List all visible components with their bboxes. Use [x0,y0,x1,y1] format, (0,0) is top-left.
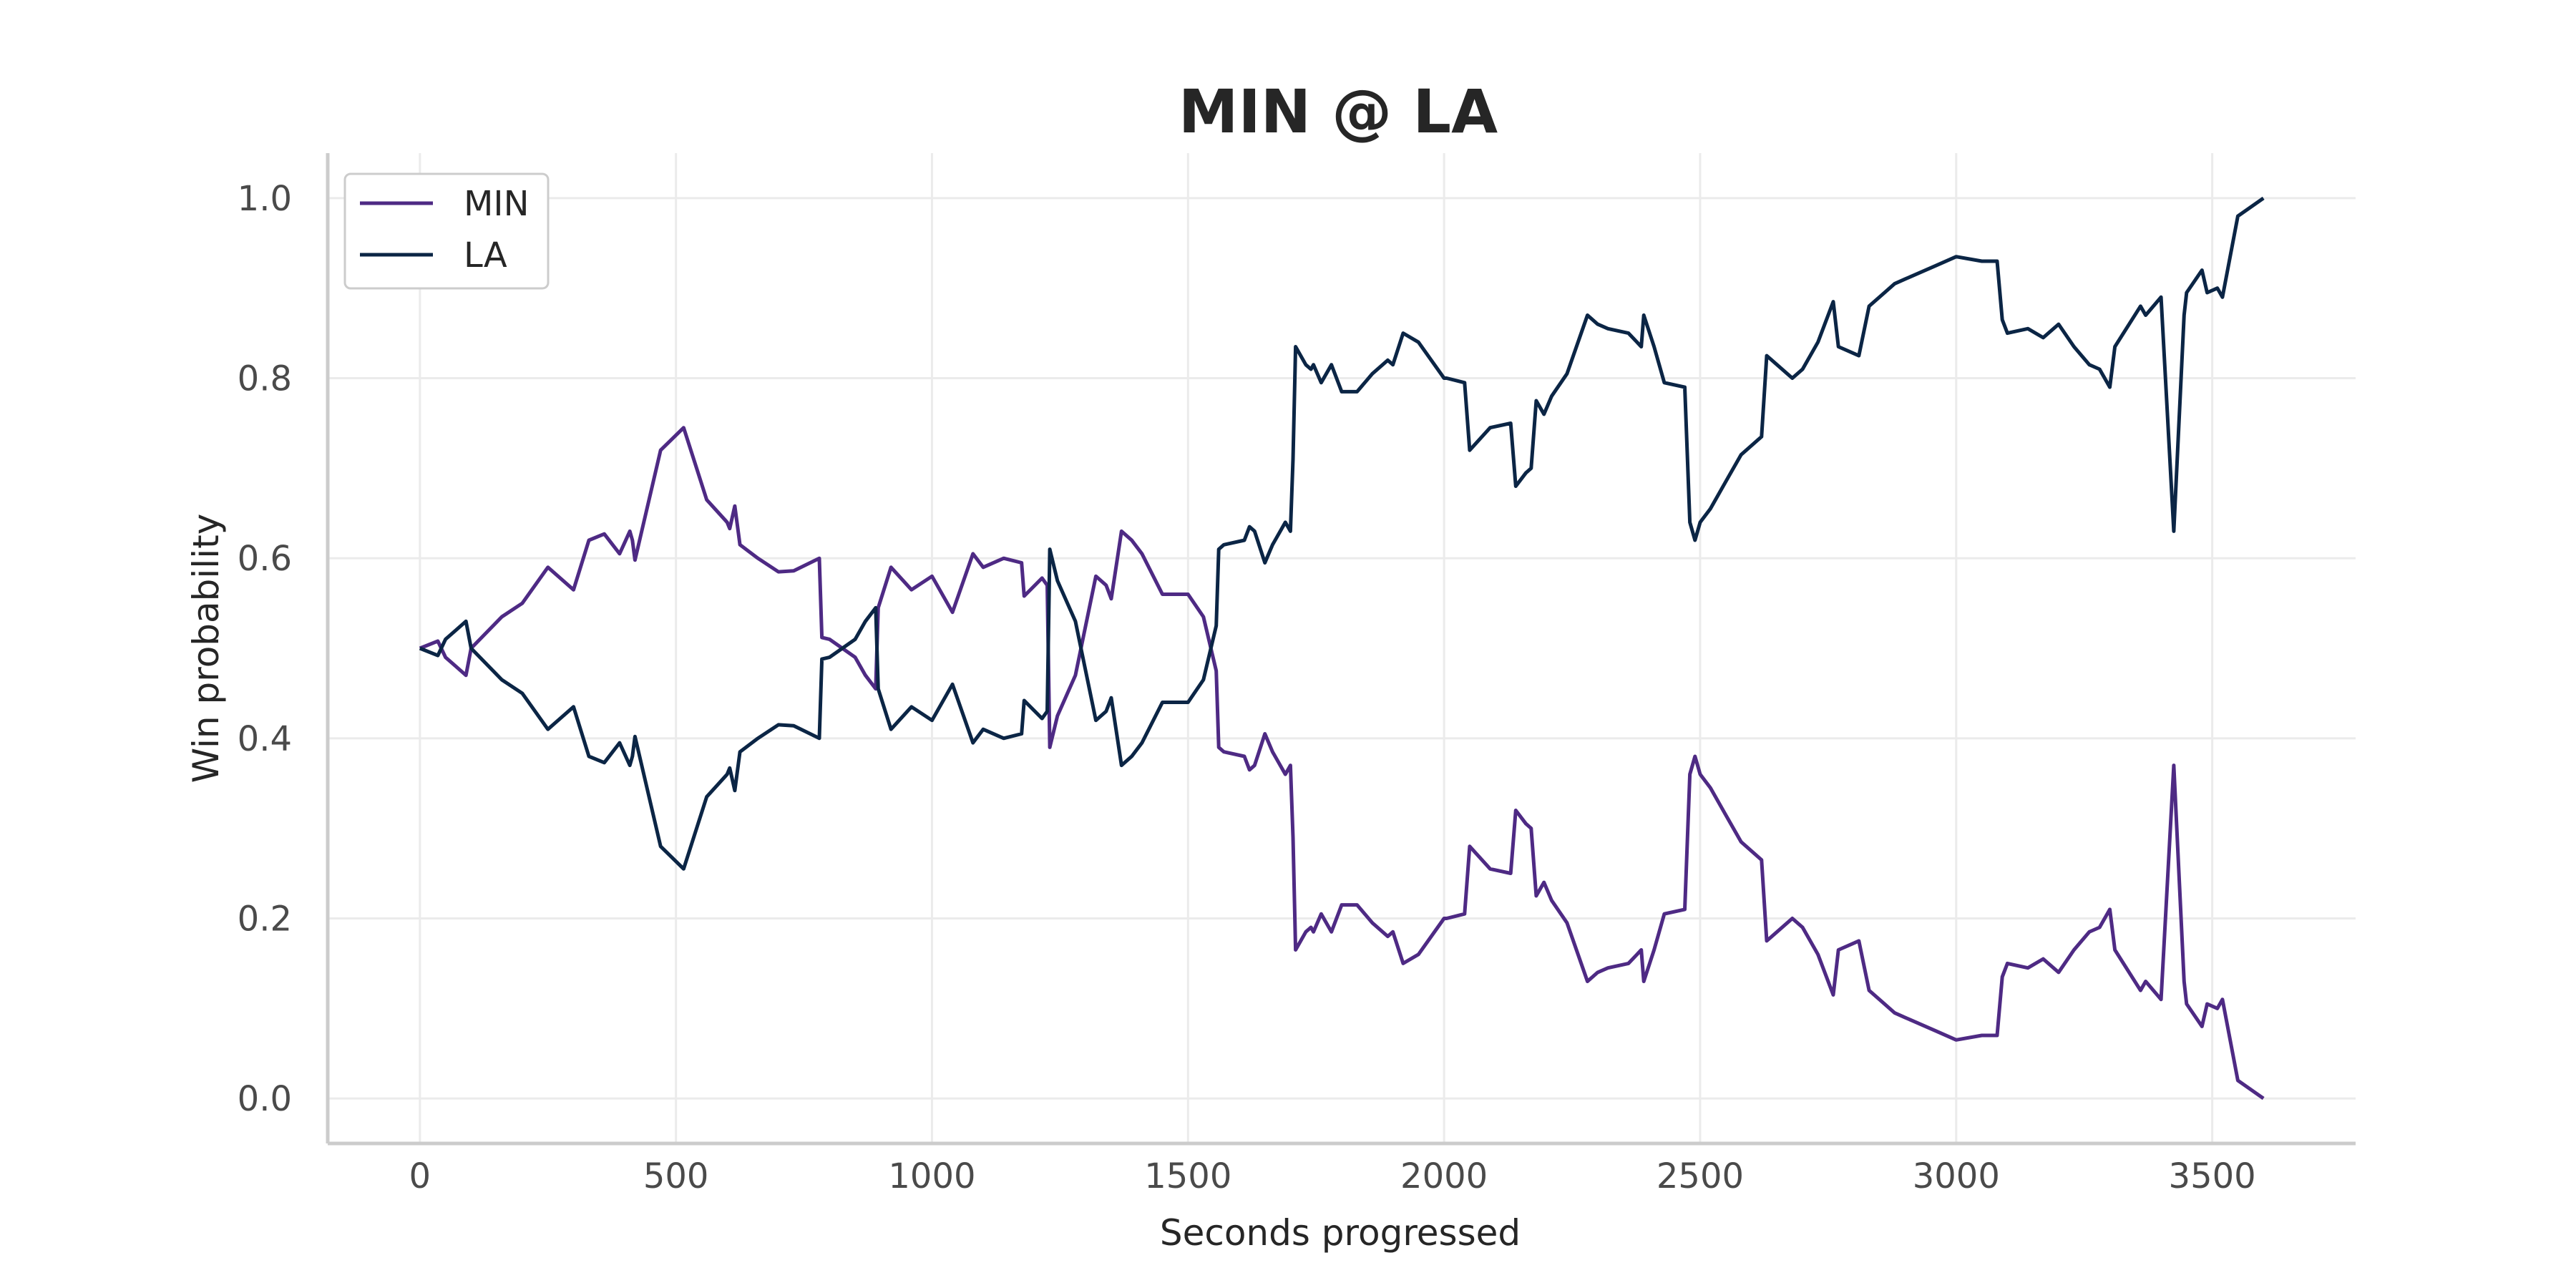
x-axis-label: Seconds progressed [1160,1212,1521,1254]
y-tick-label: 0.8 [238,359,292,399]
y-tick-labels: 0.0 0.2 0.4 0.6 0.8 1.0 [238,179,292,1119]
y-tick-label: 0.6 [238,539,292,579]
x-tick-label: 2000 [1400,1156,1488,1196]
series-line-la [419,196,2265,871]
x-tick-label: 2500 [1657,1156,1744,1196]
series-line-min [419,426,2265,1101]
y-axis-label: Win probability [185,514,227,784]
y-tick-label: 0.4 [238,719,292,759]
gridlines [328,153,2356,1143]
chart-title: MIN @ LA [1179,77,1498,147]
x-tick-label: 3500 [2169,1156,2256,1196]
x-tick-label: 1000 [888,1156,975,1196]
legend: MIN LA [343,172,550,290]
legend-label-min: MIN [464,184,529,224]
legend-label-la: LA [464,235,507,275]
x-tick-label: 1500 [1144,1156,1231,1196]
y-tick-label: 0.0 [238,1079,292,1119]
y-tick-label: 0.2 [238,899,292,939]
y-tick-label: 1.0 [238,179,292,219]
x-tick-label: 3000 [1913,1156,2000,1196]
x-tick-label: 500 [643,1156,709,1196]
x-tick-labels: 0 500 1000 1500 2000 2500 3000 3500 [409,1156,2256,1196]
series-lines [419,196,2265,1101]
x-tick-label: 0 [409,1156,431,1196]
